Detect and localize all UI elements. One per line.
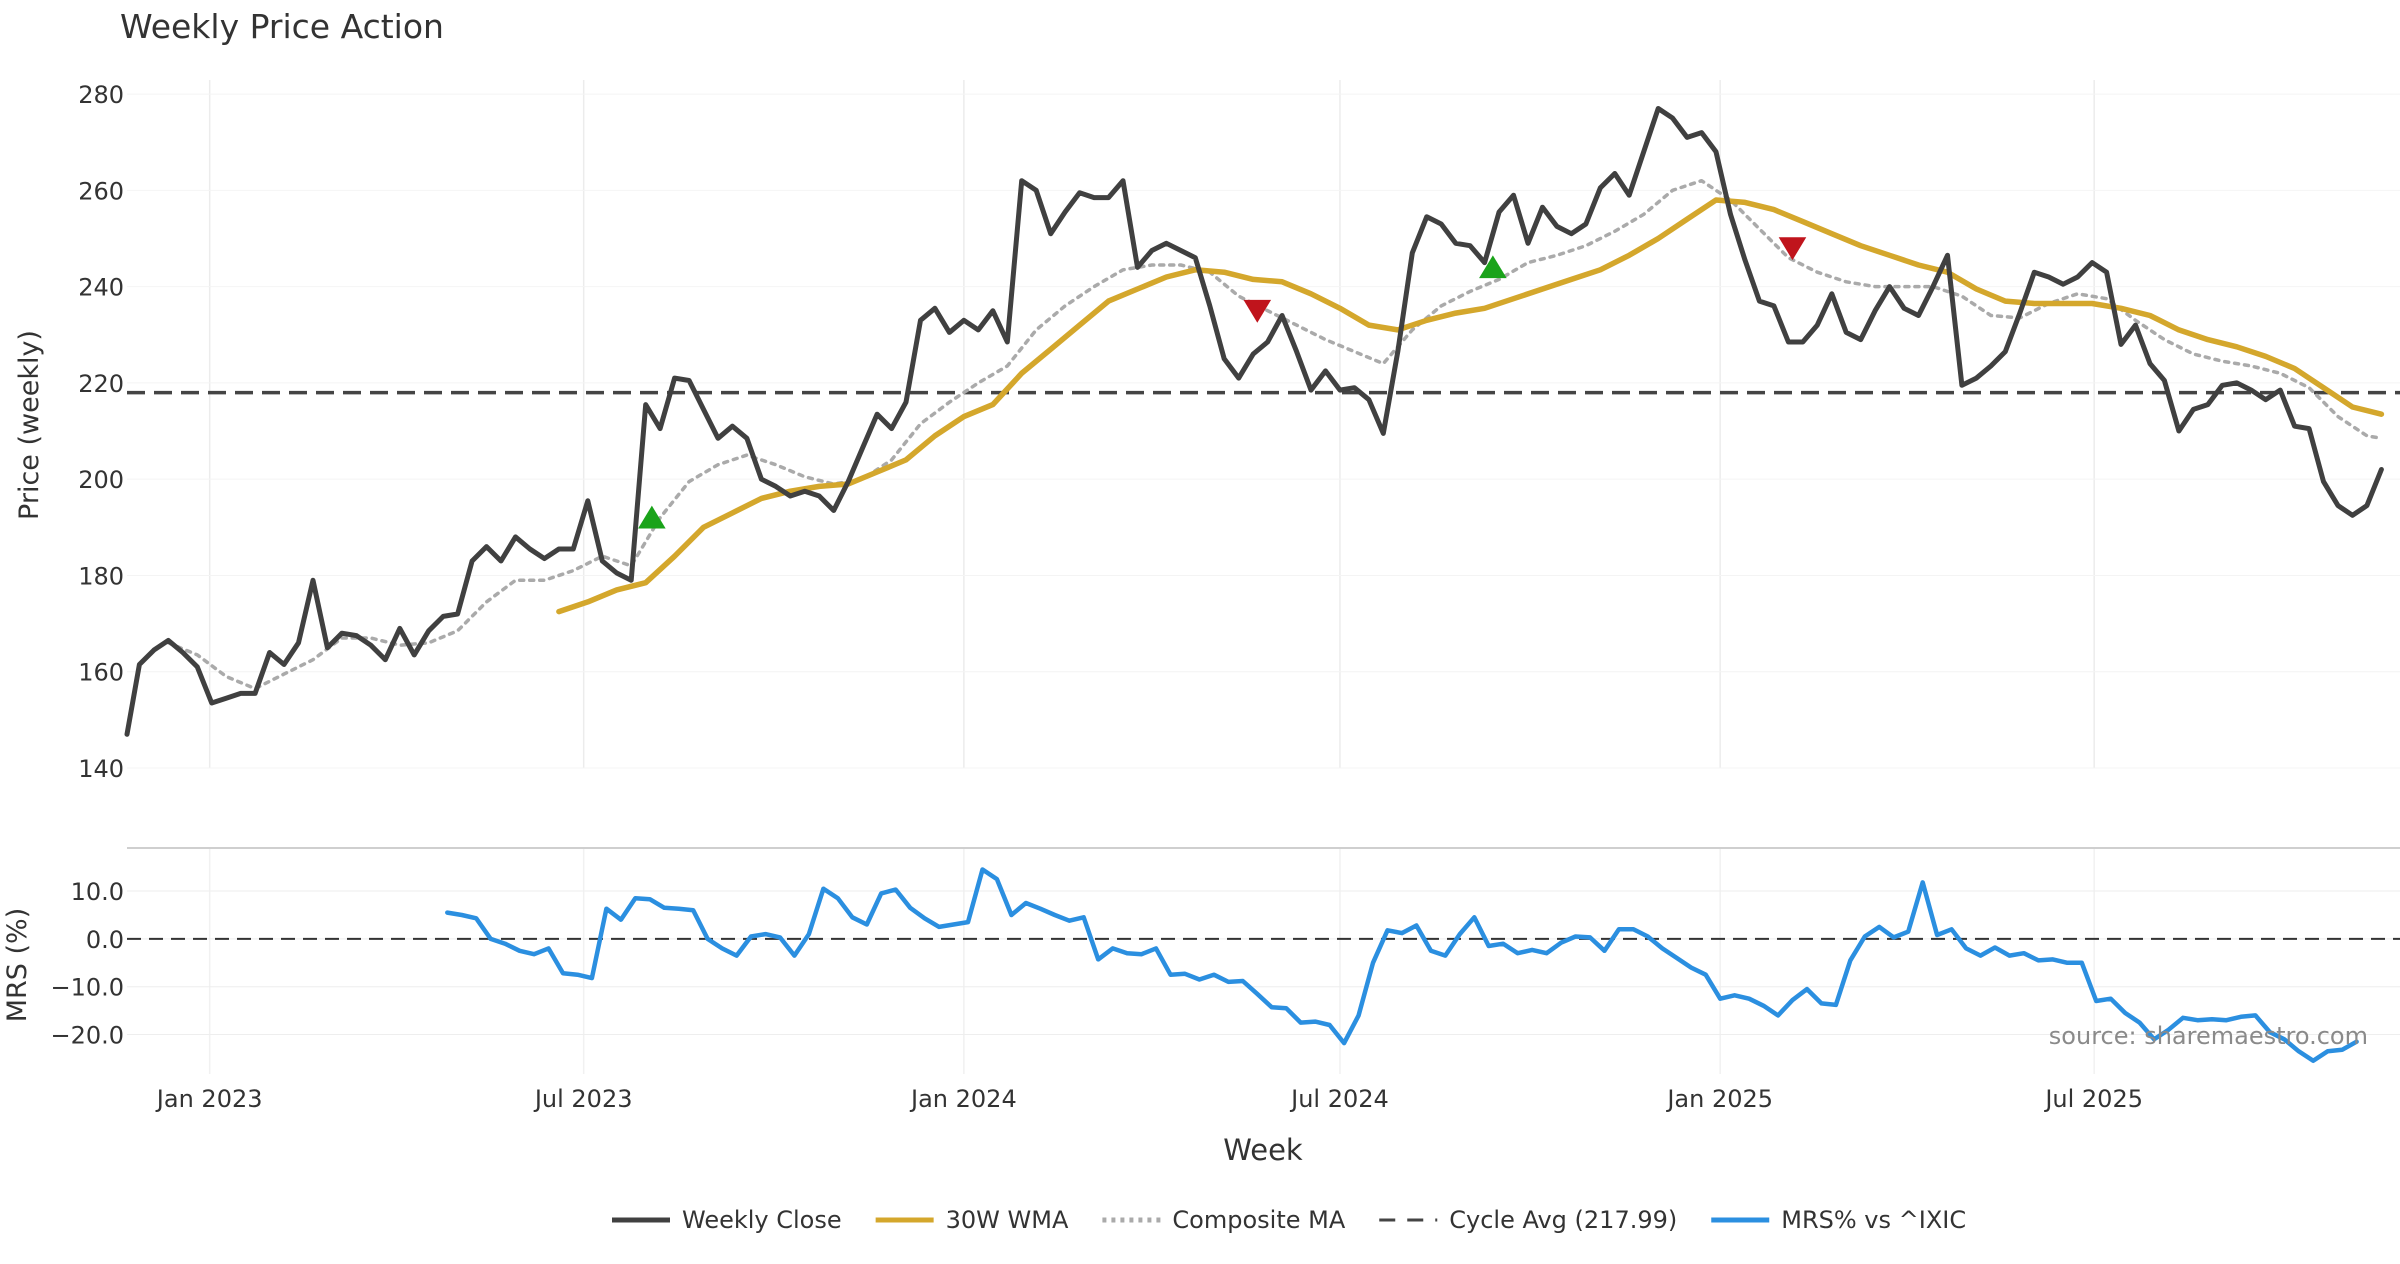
legend-label: MRS% vs ^IXIC (1781, 1206, 1966, 1234)
sell-signal-marker (1243, 299, 1272, 323)
buy-signal-marker (638, 505, 666, 529)
x-tick-label: Jul 2024 (1289, 1085, 1389, 1113)
x-tick-label: Jan 2025 (1665, 1085, 1773, 1113)
x-tick-label: Jan 2024 (909, 1085, 1017, 1113)
mrs-y-tick-label: −20.0 (50, 1022, 124, 1050)
weekly-close-line (124, 106, 2384, 737)
price-y-tick-label: 220 (78, 370, 124, 398)
mrs-y-axis-label: MRS (%) (2, 908, 33, 1023)
legend-label: Weekly Close (682, 1206, 842, 1234)
sell-signal-marker (1778, 237, 1807, 261)
mrs-y-tick-label: −10.0 (50, 974, 124, 1002)
legend-label: Cycle Avg (217.99) (1449, 1206, 1677, 1234)
x-tick-label: Jul 2025 (2043, 1085, 2143, 1113)
price-y-tick-label: 200 (78, 466, 124, 494)
legend-label: 30W WMA (946, 1206, 1069, 1234)
x-tick-label: Jul 2023 (533, 1085, 633, 1113)
price-y-tick-label: 180 (78, 562, 124, 590)
mrs-y-tick-label: 0.0 (86, 926, 124, 954)
composite-ma-line (166, 178, 2384, 691)
legend-label: Composite MA (1172, 1206, 1345, 1234)
price-y-tick-label: 260 (78, 177, 124, 205)
buy-signal-marker (1479, 255, 1507, 279)
price-y-tick-label: 140 (78, 755, 124, 783)
wma-30w-line (556, 197, 2385, 615)
price-y-tick-label: 280 (78, 81, 124, 109)
price-y-tick-label: 240 (78, 274, 124, 302)
mrs-y-tick-label: 10.0 (71, 878, 124, 906)
x-axis-label: Week (1223, 1133, 1303, 1167)
source-annotation: source: sharemaestro.com (2049, 1022, 2368, 1050)
price-y-axis-label: Price (weekly) (14, 330, 45, 520)
chart-title: Weekly Price Action (120, 7, 444, 46)
mrs-line (445, 867, 2359, 1064)
price-y-tick-label: 160 (78, 659, 124, 687)
x-tick-label: Jan 2023 (155, 1085, 263, 1113)
